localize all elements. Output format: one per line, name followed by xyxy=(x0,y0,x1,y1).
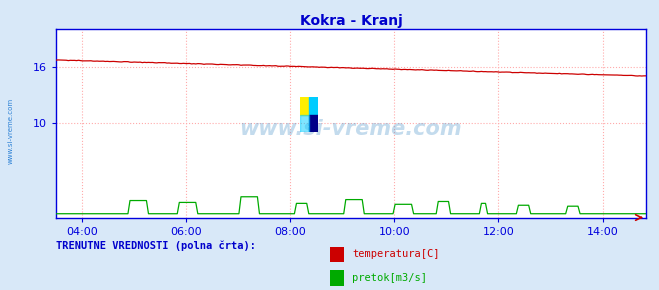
Text: www.si-vreme.com: www.si-vreme.com xyxy=(240,119,462,139)
Bar xyxy=(300,97,309,115)
Bar xyxy=(309,115,318,132)
Text: pretok[m3/s]: pretok[m3/s] xyxy=(352,273,427,283)
Bar xyxy=(300,115,309,132)
Text: TRENUTNE VREDNOSTI (polna črta):: TRENUTNE VREDNOSTI (polna črta): xyxy=(56,241,256,251)
Bar xyxy=(309,97,318,115)
Text: temperatura[C]: temperatura[C] xyxy=(352,249,440,260)
Title: Kokra - Kranj: Kokra - Kranj xyxy=(300,14,402,28)
Text: www.si-vreme.com: www.si-vreme.com xyxy=(8,97,14,164)
